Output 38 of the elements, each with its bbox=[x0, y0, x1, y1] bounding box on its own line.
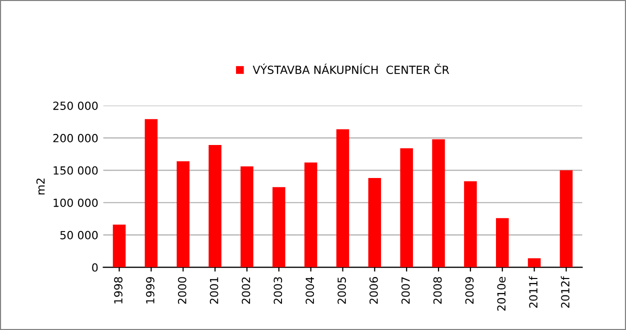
x-tick-label: 2007 bbox=[401, 277, 410, 304]
x-tick-label: 1999 bbox=[146, 277, 154, 304]
x-tick-label: 2006 bbox=[369, 277, 378, 304]
y-tick-label: 100 000 bbox=[54, 198, 98, 207]
y-tick-label: 250 000 bbox=[53, 102, 98, 110]
x-tick-label: 2002 bbox=[242, 277, 250, 304]
y-tick-label: 50 000 bbox=[60, 230, 98, 240]
bar bbox=[528, 258, 541, 268]
bar bbox=[432, 139, 445, 268]
x-tick-label: 2010e bbox=[497, 276, 506, 311]
x-tick-label: 2003 bbox=[274, 277, 282, 304]
bar bbox=[112, 224, 126, 268]
bar bbox=[240, 166, 254, 268]
bar bbox=[400, 148, 413, 268]
x-tick-label: 2011f bbox=[528, 276, 538, 308]
y-tick-label: 200 000 bbox=[53, 134, 98, 142]
bar bbox=[496, 218, 509, 268]
bar bbox=[176, 161, 190, 268]
legend-label: VÝSTAVBA NÁKUPNÍCH CENTER ČR bbox=[252, 64, 450, 74]
bar bbox=[304, 162, 318, 268]
y-tick-label: 0 bbox=[92, 263, 98, 272]
x-tick-label: 2005 bbox=[338, 277, 346, 304]
bar bbox=[272, 187, 286, 268]
bar bbox=[464, 181, 477, 268]
bar bbox=[560, 170, 573, 268]
x-tick-label: 2009 bbox=[465, 277, 474, 304]
bar bbox=[144, 119, 158, 268]
x-tick-label: 2000 bbox=[178, 277, 186, 304]
x-tick-label: 2001 bbox=[210, 277, 218, 304]
x-tick-label: 2012f bbox=[560, 276, 570, 308]
x-tick-label: 2008 bbox=[433, 277, 442, 304]
y-axis-title: m2 bbox=[36, 178, 45, 194]
y-tick-label: 150 000 bbox=[54, 166, 98, 175]
x-tick-label: 1998 bbox=[114, 277, 122, 304]
bar bbox=[368, 178, 382, 268]
x-tick-label: 2004 bbox=[306, 276, 314, 304]
bar bbox=[336, 129, 350, 268]
bar bbox=[208, 145, 222, 268]
